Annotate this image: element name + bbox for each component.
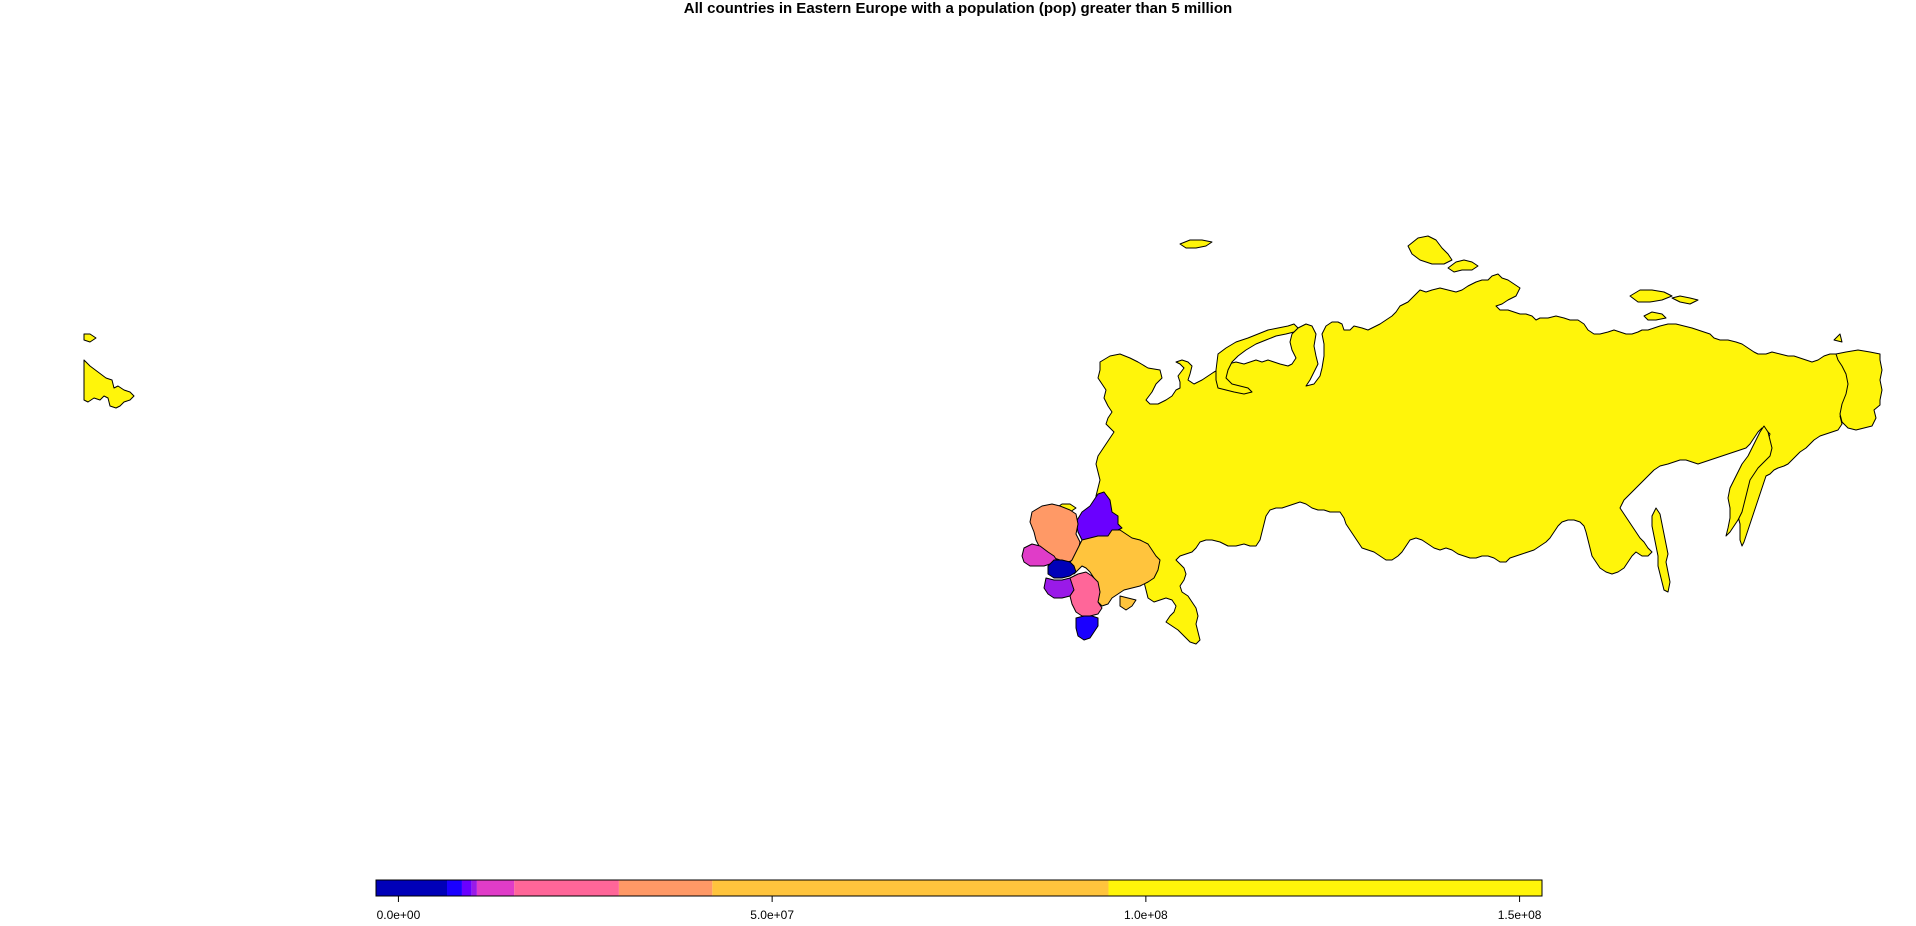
legend-tick-label-0: 0.0e+00 bbox=[377, 908, 421, 922]
legend-tick-label-2: 1.0e+08 bbox=[1124, 908, 1168, 922]
legend-tick-label-3: 1.5e+08 bbox=[1498, 908, 1542, 922]
legend-bin-0 bbox=[376, 880, 448, 896]
legend-bin-3 bbox=[471, 880, 477, 896]
country-russia-peninsula bbox=[1725, 425, 1773, 537]
legend-color-bar bbox=[376, 880, 1542, 896]
country-slovakia bbox=[1047, 559, 1077, 579]
country-russia-east-tip bbox=[1835, 349, 1883, 431]
country-russia-sakhalin bbox=[1651, 507, 1671, 593]
map-title: All countries in Eastern Europe with a p… bbox=[683, 0, 1233, 17]
legend-bin-8 bbox=[1108, 880, 1542, 896]
legend-bin-1 bbox=[447, 880, 462, 896]
country-crimea bbox=[1119, 595, 1137, 611]
country-russia-island-small bbox=[1643, 311, 1667, 321]
legend-bin-6 bbox=[618, 880, 713, 896]
legend-frame bbox=[375, 879, 1543, 897]
legend-bin-7 bbox=[712, 880, 1109, 896]
country-russia-island-north bbox=[1179, 239, 1213, 249]
country-russia-novaya-zemlya bbox=[1215, 323, 1299, 395]
country-russia-severnaya-zemlya-2 bbox=[1671, 295, 1699, 305]
country-russia-island-east bbox=[1833, 333, 1843, 343]
country-romania bbox=[1069, 571, 1103, 617]
country-bulgaria bbox=[1075, 615, 1099, 641]
legend-bin-5 bbox=[514, 880, 619, 896]
country-russia-chukotka-west bbox=[83, 359, 135, 409]
legend-tick-label-1: 5.0e+07 bbox=[750, 908, 794, 922]
country-russia-severnaya-zemlya bbox=[1629, 289, 1673, 303]
country-russia-franz-josef-2 bbox=[1447, 259, 1479, 273]
country-russia-wrangel-west bbox=[83, 333, 97, 343]
legend-ticks: 0.0e+00 5.0e+07 1.0e+08 1.5e+08 bbox=[377, 896, 1542, 922]
country-russia-franz-josef bbox=[1407, 235, 1453, 265]
legend-bin-2 bbox=[461, 880, 472, 896]
legend-bin-4 bbox=[476, 880, 515, 896]
